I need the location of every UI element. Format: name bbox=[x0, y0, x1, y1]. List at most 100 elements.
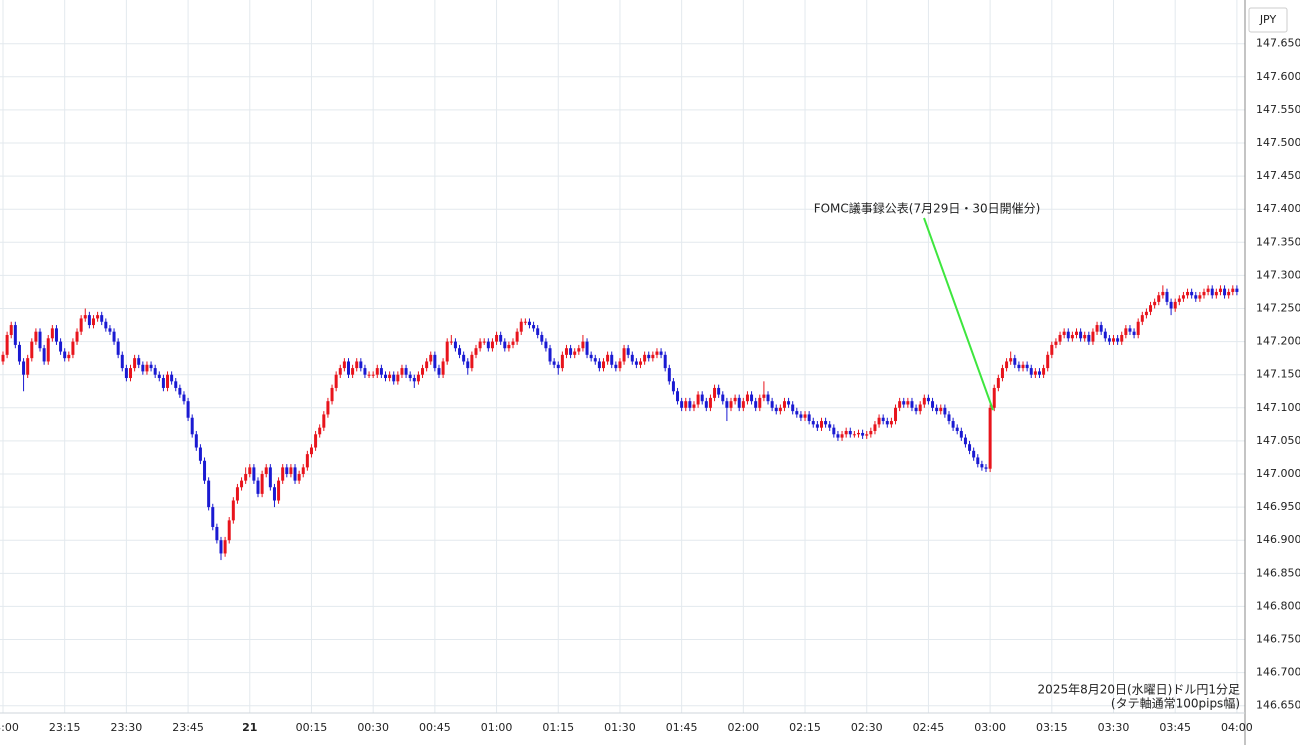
annotation-pointer bbox=[923, 217, 994, 411]
candle-body bbox=[1136, 321, 1140, 335]
candle-body bbox=[922, 397, 926, 405]
candle-body bbox=[474, 348, 478, 355]
candle-body bbox=[91, 318, 95, 326]
candle-body bbox=[680, 401, 684, 408]
x-tick-label: 02:45 bbox=[913, 721, 945, 734]
candle-body bbox=[1025, 364, 1029, 369]
candle-body bbox=[832, 427, 836, 435]
candle-body bbox=[1050, 344, 1054, 355]
candle-body bbox=[885, 421, 889, 425]
candle-body bbox=[548, 348, 552, 362]
candle-body bbox=[717, 387, 721, 395]
candle-body bbox=[741, 401, 745, 408]
candle-body bbox=[34, 331, 38, 342]
candle-body bbox=[301, 467, 305, 475]
candle-body bbox=[235, 487, 239, 501]
candle-body bbox=[260, 474, 264, 494]
currency-label: JPY bbox=[1259, 13, 1277, 26]
candle-body bbox=[38, 331, 42, 349]
candle-body bbox=[1128, 328, 1132, 332]
y-tick-label: 146.750 bbox=[1256, 633, 1300, 646]
candle-body bbox=[318, 427, 322, 435]
candle-body bbox=[733, 397, 737, 402]
candle-body bbox=[852, 434, 856, 436]
candle-body bbox=[815, 424, 819, 428]
candle-body bbox=[1177, 298, 1181, 302]
candle-body bbox=[959, 430, 963, 438]
candle-body bbox=[955, 427, 959, 431]
candle-body bbox=[178, 387, 182, 395]
candle-body bbox=[100, 315, 104, 322]
candle-body bbox=[614, 364, 618, 369]
candle-body bbox=[314, 434, 318, 448]
candle-body bbox=[67, 354, 71, 359]
candle-body bbox=[1095, 325, 1099, 332]
candle-body bbox=[375, 368, 379, 375]
candle-body bbox=[984, 467, 988, 469]
candle-body bbox=[988, 407, 992, 469]
candle-body bbox=[564, 348, 568, 355]
candle-body bbox=[713, 387, 717, 398]
candle-body bbox=[943, 407, 947, 415]
candle-body bbox=[1218, 288, 1222, 292]
y-tick-label: 147.350 bbox=[1256, 235, 1300, 248]
candle-body bbox=[647, 354, 651, 359]
candle-body bbox=[1083, 334, 1087, 339]
candle-body bbox=[601, 361, 605, 369]
candle-body bbox=[499, 334, 503, 342]
x-tick-label: 02:15 bbox=[789, 721, 821, 734]
y-tick-label: 146.850 bbox=[1256, 566, 1300, 579]
candle-body bbox=[1198, 295, 1202, 299]
candle-body bbox=[384, 374, 388, 379]
candle-body bbox=[1169, 301, 1173, 309]
candle-body bbox=[120, 354, 124, 369]
candle-body bbox=[1153, 301, 1157, 306]
candle-body bbox=[322, 414, 326, 428]
candle-body bbox=[338, 368, 342, 375]
candle-body bbox=[980, 464, 984, 468]
candle-body bbox=[83, 315, 87, 319]
candle-body bbox=[116, 341, 120, 355]
candle-body bbox=[507, 344, 511, 349]
candle-body bbox=[589, 354, 593, 359]
candle-body bbox=[1062, 331, 1066, 335]
candle-body bbox=[490, 341, 494, 349]
y-tick-label: 147.600 bbox=[1256, 70, 1300, 83]
candle-body bbox=[248, 467, 252, 475]
candle-body bbox=[721, 394, 725, 402]
candle-body bbox=[778, 407, 782, 412]
x-tick-label: 03:30 bbox=[1098, 721, 1130, 734]
footnote: 2025年8月20日(水曜日)ドル円1分足 bbox=[1038, 683, 1240, 697]
x-tick-label: 02:30 bbox=[851, 721, 883, 734]
candle-body bbox=[334, 374, 338, 388]
candle-body bbox=[1202, 291, 1206, 296]
candle-body bbox=[951, 421, 955, 428]
candle-body bbox=[791, 404, 795, 412]
candle-body bbox=[186, 401, 190, 418]
candle-body bbox=[1190, 291, 1194, 296]
candle-body bbox=[536, 328, 540, 335]
y-tick-label: 147.450 bbox=[1256, 169, 1300, 182]
x-tick-label: 03:15 bbox=[1036, 721, 1068, 734]
candle-body bbox=[1087, 334, 1091, 342]
candle-body bbox=[1005, 361, 1009, 369]
candle-body bbox=[1214, 291, 1218, 296]
candle-body bbox=[1165, 291, 1169, 302]
candle-body bbox=[124, 368, 128, 379]
candle-body bbox=[190, 417, 194, 435]
candle-body bbox=[671, 381, 675, 392]
candle-body bbox=[597, 361, 601, 369]
candle-body bbox=[848, 430, 852, 435]
candle-body bbox=[50, 328, 54, 339]
y-tick-label: 147.300 bbox=[1256, 268, 1300, 281]
candle-body bbox=[996, 378, 1000, 388]
footnote: (タテ軸通常100pips幅) bbox=[1111, 696, 1240, 711]
candle-body bbox=[577, 348, 581, 352]
candle-body bbox=[379, 368, 383, 375]
candle-body bbox=[392, 374, 396, 382]
candle-body bbox=[696, 394, 700, 405]
candle-body bbox=[659, 351, 663, 355]
candle-body bbox=[408, 374, 412, 379]
candle-body bbox=[1124, 328, 1128, 335]
candle-body bbox=[104, 321, 108, 329]
